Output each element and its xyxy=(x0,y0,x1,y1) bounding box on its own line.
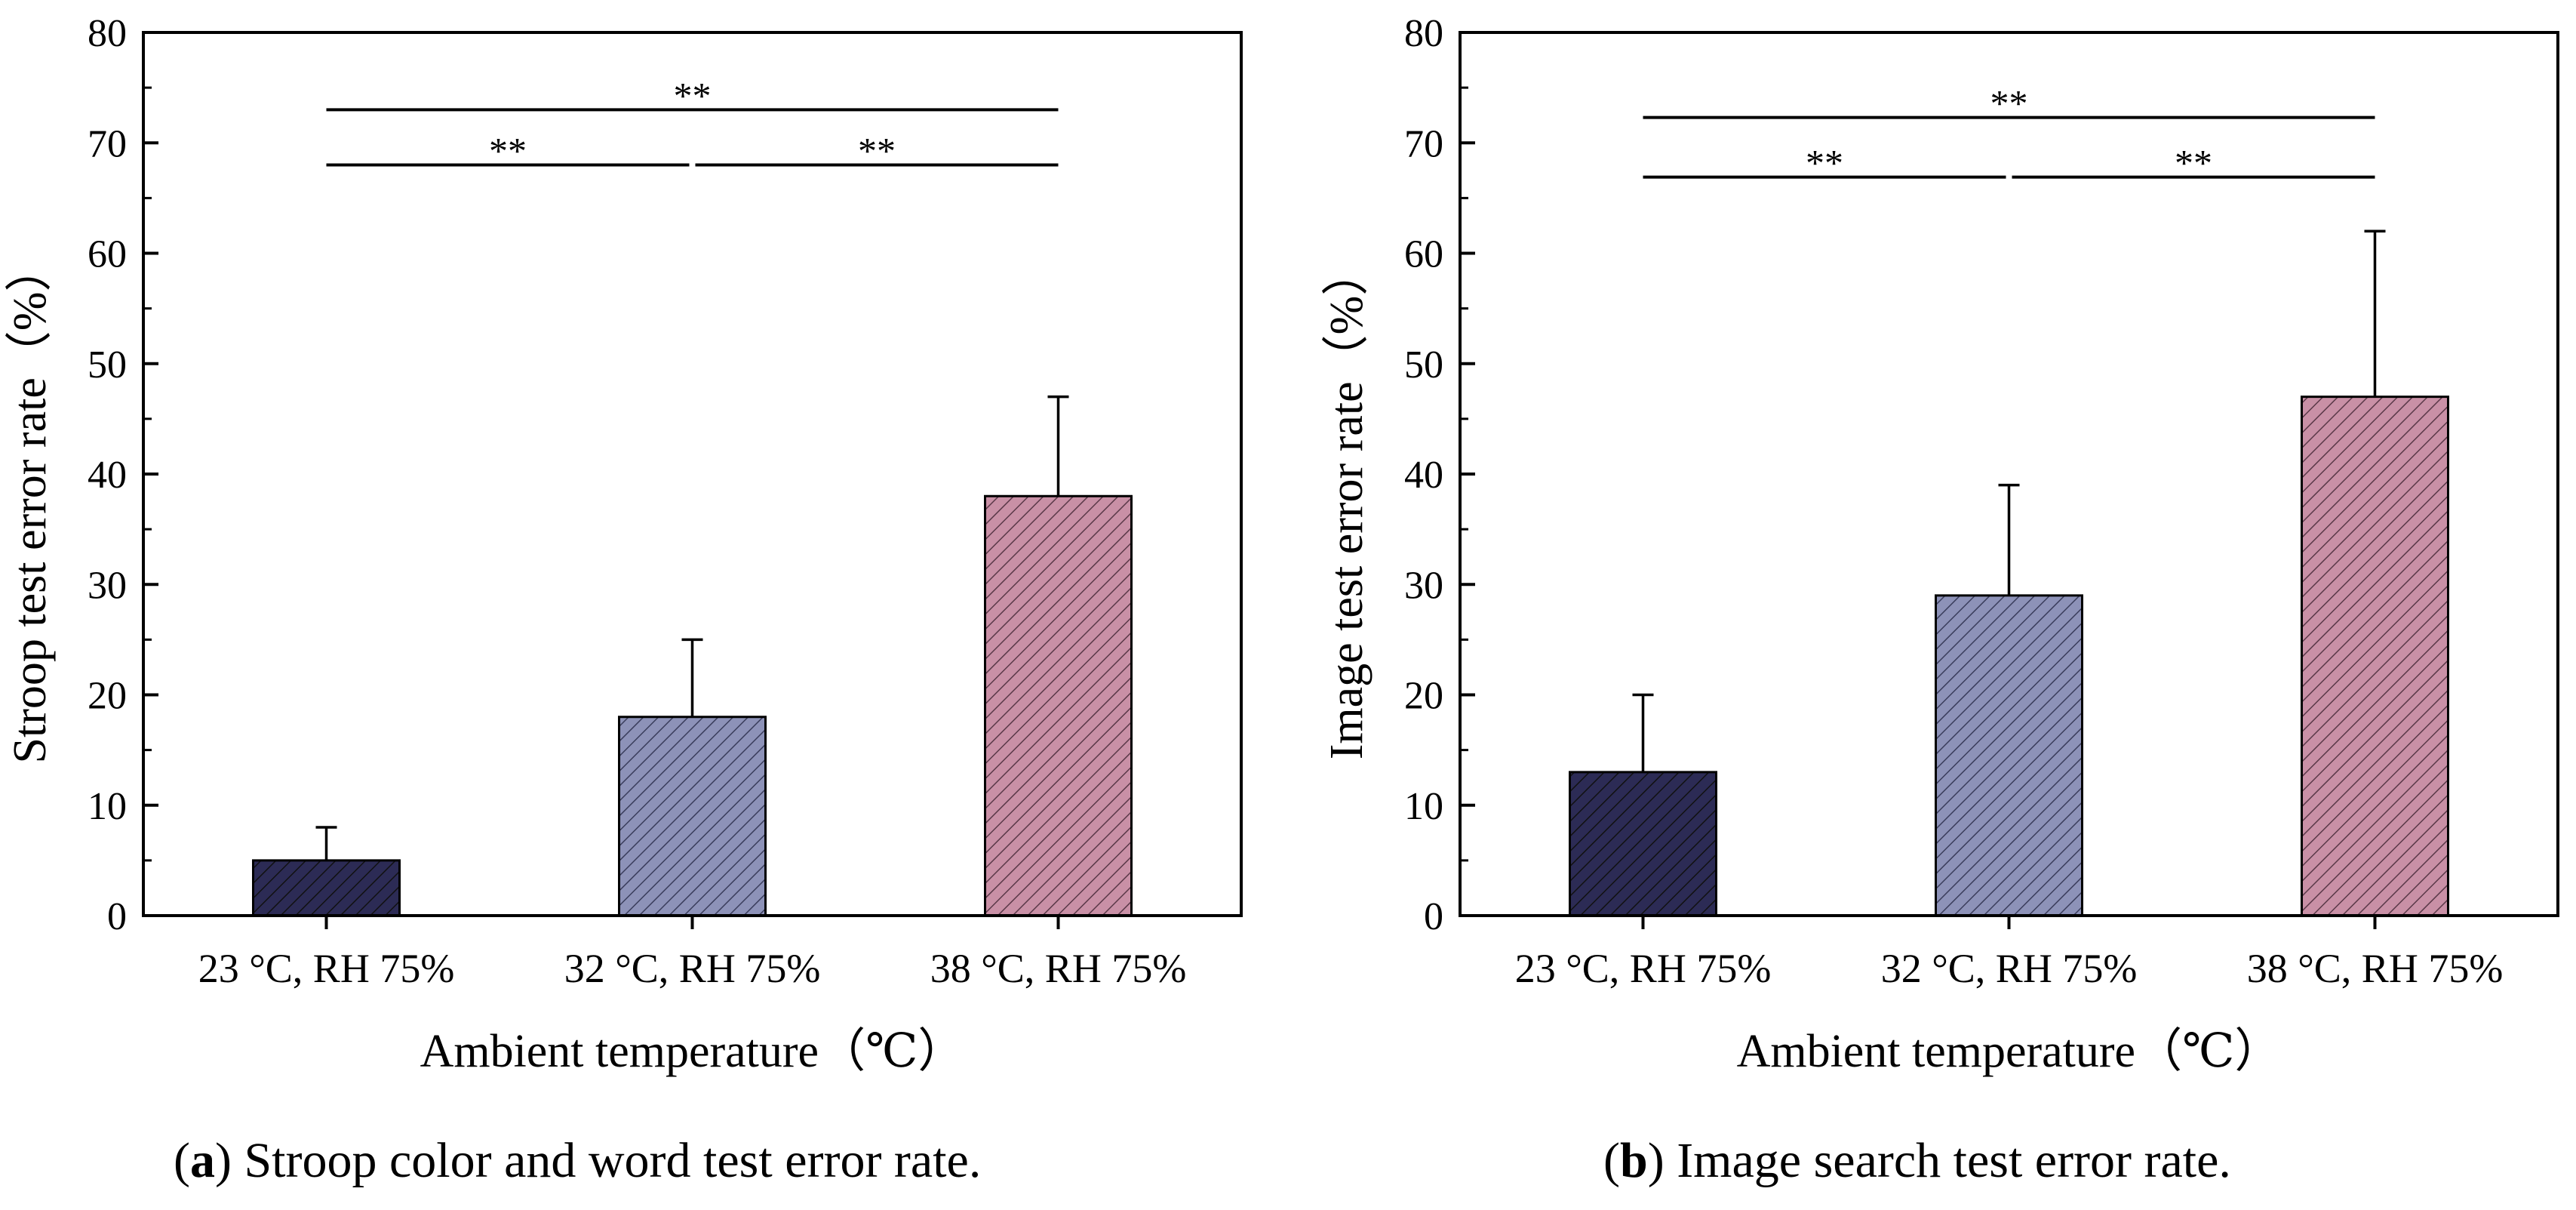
x-tick-label: 38 °C, RH 75% xyxy=(2247,946,2504,991)
caption-a-text: Stroop color and word test error rate. xyxy=(244,1133,982,1188)
caption-b: (b) Image search test error rate. xyxy=(1603,1133,2231,1188)
bar xyxy=(2301,396,2449,917)
x-tick-label: 23 °C, RH 75% xyxy=(1515,946,1772,991)
x-tick-label: 32 °C, RH 75% xyxy=(564,946,821,991)
y-tick-label: 70 xyxy=(1404,122,1443,165)
x-tick-label: 38 °C, RH 75% xyxy=(930,946,1187,991)
y-axis-title: Image test error rate（%） xyxy=(1321,249,1373,760)
y-tick-label: 10 xyxy=(88,785,127,828)
bar xyxy=(252,859,401,917)
bar xyxy=(1569,771,1717,917)
chart-panel-a: 0 10 20 30 40 50 60 70 80 ** ** ** 23 °C, RH 75% 32 °… xyxy=(5,12,1243,1077)
caption-a-label: a xyxy=(189,1133,215,1188)
y-tick-label: 80 xyxy=(88,12,127,55)
plot-frame xyxy=(1459,31,2559,917)
y-tick-label: 70 xyxy=(88,122,127,165)
y-tick-label: 30 xyxy=(88,564,127,607)
chart-panel-b: 0 10 20 30 40 50 60 70 80 ** ** ** 23 °C, RH 75% 32 °… xyxy=(1321,12,2559,1077)
significance-label: ** xyxy=(1990,82,2028,125)
significance-label: ** xyxy=(858,130,896,172)
significance-label: ** xyxy=(674,74,712,116)
bar xyxy=(618,716,767,917)
y-tick-label: 40 xyxy=(88,454,127,497)
y-tick-label: 10 xyxy=(1404,785,1443,828)
caption-a: (a) Stroop color and word test error rat… xyxy=(174,1133,982,1188)
y-axis-title: Stroop test error rate（%） xyxy=(5,245,56,764)
y-tick-label: 20 xyxy=(1404,675,1443,718)
caption-b-text: Image search test error rate. xyxy=(1677,1133,2231,1188)
x-axis-title: Ambient temperature（℃） xyxy=(1737,1026,2282,1077)
bar xyxy=(1935,594,2083,917)
y-tick-label: 80 xyxy=(1404,12,1443,55)
significance-label: ** xyxy=(489,130,527,172)
y-tick-label: 50 xyxy=(88,343,127,386)
caption-b-label: b xyxy=(1619,1133,1648,1188)
significance-label: ** xyxy=(2175,142,2212,184)
x-tick-label: 23 °C, RH 75% xyxy=(198,946,455,991)
y-tick-label: 0 xyxy=(1424,895,1443,938)
x-axis-title: Ambient temperature（℃） xyxy=(420,1026,965,1077)
y-tick-label: 20 xyxy=(88,675,127,718)
y-tick-label: 40 xyxy=(1404,454,1443,497)
y-tick-label: 60 xyxy=(88,233,127,276)
y-tick-label: 0 xyxy=(107,895,127,938)
significance-label: ** xyxy=(1806,142,1843,184)
x-tick-label: 32 °C, RH 75% xyxy=(1881,946,2138,991)
y-tick-label: 50 xyxy=(1404,343,1443,386)
plot-frame xyxy=(142,31,1243,917)
y-tick-label: 60 xyxy=(1404,233,1443,276)
y-tick-label: 30 xyxy=(1404,564,1443,607)
bar xyxy=(984,494,1133,917)
